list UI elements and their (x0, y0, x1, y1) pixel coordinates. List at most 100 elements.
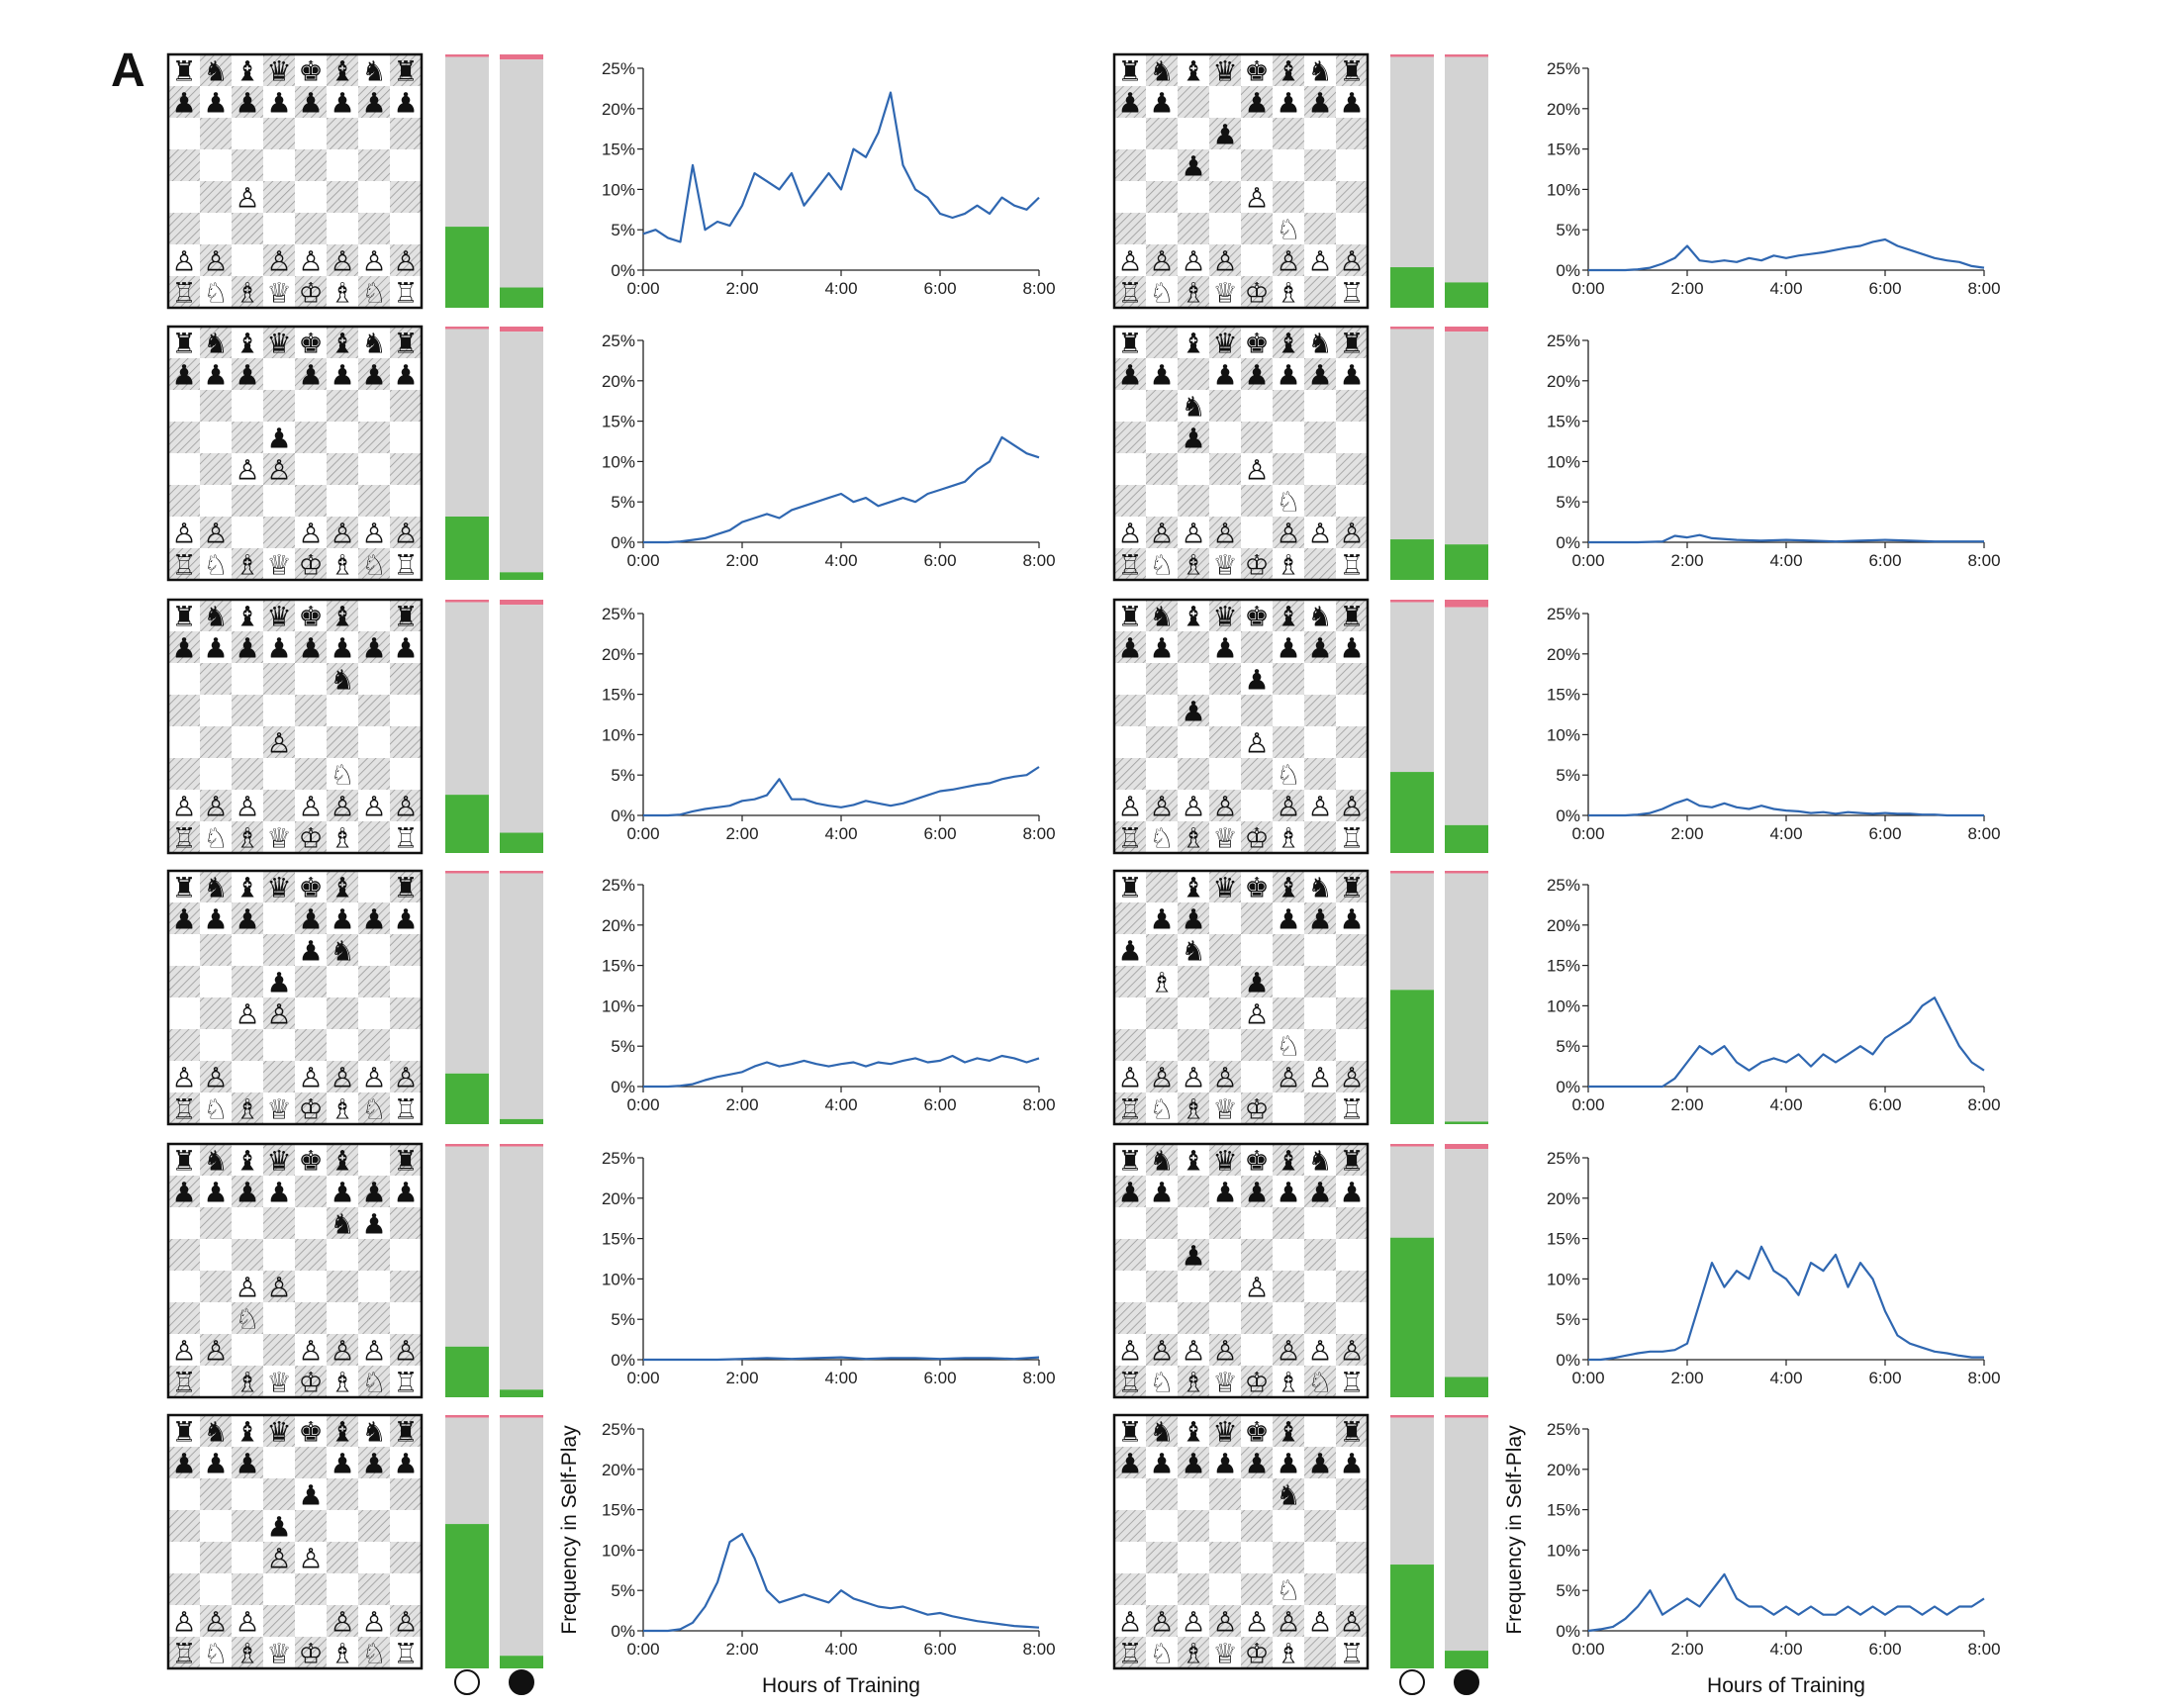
dark-square (390, 934, 422, 966)
white-knight-icon: ♘ (361, 278, 386, 309)
white-knight-icon: ♘ (1307, 1368, 1332, 1398)
white-knight-icon: ♘ (203, 823, 228, 854)
board-frame (166, 1142, 424, 1399)
light-square (327, 86, 358, 118)
dark-square (358, 1029, 390, 1061)
light-square (168, 453, 200, 485)
white-pawn-icon: ♙ (393, 1336, 418, 1367)
white-knight-icon: ♘ (1149, 1368, 1174, 1398)
white-pawn-icon: ♙ (1212, 1063, 1237, 1093)
white-pawn-icon: ♙ (1181, 792, 1205, 822)
white-rook-icon: ♖ (1339, 550, 1364, 581)
light-square (1146, 1510, 1178, 1542)
white-pawn-icon: ♙ (203, 246, 228, 277)
light-square (168, 1415, 200, 1447)
dark-square (1114, 1302, 1146, 1334)
dark-square (358, 1302, 390, 1334)
light-square (1114, 54, 1146, 86)
white-pawn-icon: ♙ (203, 792, 228, 822)
dark-square (263, 517, 295, 548)
light-square (1209, 149, 1241, 181)
dark-square (168, 902, 200, 934)
light-square (327, 1366, 358, 1397)
frequency-series-line (643, 1532, 1040, 1633)
dark-square (1146, 1542, 1178, 1573)
light-square (1146, 758, 1178, 790)
black-queen-icon: ♛ (1212, 602, 1237, 632)
loss-segment (1390, 600, 1434, 603)
black-pawn-icon: ♟ (171, 360, 196, 391)
light-square (1114, 118, 1146, 149)
black-pawn-icon: ♟ (361, 633, 386, 664)
black-pawn-icon: ♟ (298, 936, 323, 967)
dark-square (358, 758, 390, 790)
light-square (1241, 1478, 1273, 1510)
light-square (168, 181, 200, 213)
dark-square (1336, 1334, 1368, 1366)
black-pawn-icon: ♟ (266, 88, 291, 119)
light-square (1336, 213, 1368, 244)
black-outcome-bar (1445, 871, 1488, 1124)
light-square (232, 1478, 263, 1510)
x-tick-label: 8:00 (1022, 551, 1055, 570)
dark-square (1241, 966, 1273, 997)
light-square (263, 86, 295, 118)
dark-square (390, 327, 422, 358)
dark-square (1146, 1061, 1178, 1092)
light-square (1273, 149, 1304, 181)
black-queen-icon: ♛ (1212, 329, 1237, 359)
light-square (1178, 327, 1209, 358)
dark-square (390, 181, 422, 213)
dark-square (1146, 1605, 1178, 1637)
light-square (232, 244, 263, 276)
black-bishop-icon: ♝ (1276, 873, 1300, 903)
loss-segment (445, 600, 489, 603)
dark-square (1273, 1415, 1304, 1447)
board-frame (1112, 869, 1370, 1126)
dark-square (295, 1302, 327, 1334)
light-square (1146, 1029, 1178, 1061)
light-square (1304, 1061, 1336, 1092)
light-square (168, 1542, 200, 1573)
light-square (1178, 790, 1209, 821)
black-pawn-icon: ♟ (330, 1449, 354, 1479)
light-square (232, 1061, 263, 1092)
black-knight-icon: ♞ (1307, 873, 1332, 903)
loss-segment (500, 600, 543, 606)
light-square (232, 1271, 263, 1302)
light-square (1209, 422, 1241, 453)
dark-square (327, 1271, 358, 1302)
draw-segment (500, 1146, 543, 1390)
black-pawn-icon: ♟ (1181, 1449, 1205, 1479)
black-pawn-icon: ♟ (1181, 697, 1205, 727)
white-outcome-bar (1390, 871, 1434, 1124)
dark-square (1241, 1176, 1273, 1207)
dark-square (263, 327, 295, 358)
white-pawn-icon: ♙ (1212, 1336, 1237, 1367)
black-pawn-icon: ♟ (266, 633, 291, 664)
dark-square (1304, 548, 1336, 580)
y-tick-label: 0% (1556, 1351, 1580, 1370)
dark-square (263, 997, 295, 1029)
y-tick-label: 20% (602, 1189, 635, 1208)
dark-square (232, 1510, 263, 1542)
win-segment (445, 517, 489, 580)
black-knight-icon: ♞ (203, 1417, 228, 1448)
dark-square (390, 1605, 422, 1637)
white-pawn-icon: ♙ (361, 1063, 386, 1093)
light-square (200, 548, 232, 580)
dark-square (200, 1334, 232, 1366)
draw-segment (445, 329, 489, 517)
dark-square (1273, 390, 1304, 422)
loss-segment (1445, 871, 1488, 874)
win-segment (500, 832, 543, 853)
dark-square (1178, 821, 1209, 853)
white-pawn-icon: ♙ (1307, 1336, 1332, 1367)
dark-square (1241, 1637, 1273, 1668)
dark-square (232, 902, 263, 934)
y-tick-label: 10% (602, 180, 635, 199)
light-square (358, 1207, 390, 1239)
black-king-icon: ♚ (298, 1417, 323, 1448)
light-square (1114, 934, 1146, 966)
dark-square (232, 1029, 263, 1061)
